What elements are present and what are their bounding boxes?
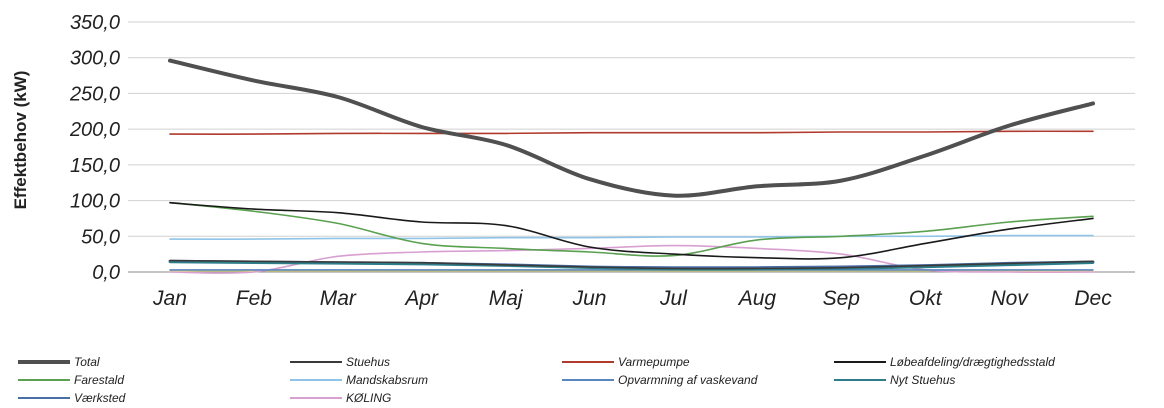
legend-label: Varmepumpe [618, 355, 690, 369]
y-tick-label: 100,0 [70, 191, 120, 213]
legend: Total Stuehus Varmepumpe Løbeafdeling/drægt… [18, 355, 1055, 405]
legend-label: Stuehus [346, 355, 390, 369]
legend-label: Nyt Stuehus [890, 373, 955, 387]
x-tick-label: Maj [489, 287, 524, 310]
x-tick-label: Dec [1074, 287, 1112, 310]
x-tick-label: Nov [990, 287, 1029, 310]
series-line-2 [169, 130, 1094, 135]
y-axis-ticks: 0,0 50,0 100,0 150,0 200,0 250,0 300,0 350,0 [69, 12, 120, 284]
legend-label: Mandskabsrum [346, 373, 428, 387]
gridlines [128, 21, 1135, 273]
x-tick-label: Jan [152, 287, 187, 310]
series-line-4 [169, 201, 1094, 257]
x-tick-label: Jun [572, 287, 607, 310]
series-lines [168, 58, 1095, 274]
y-tick-label: 350,0 [70, 12, 120, 34]
legend-label: Løbeafdeling/drægtighedsstald [890, 355, 1055, 369]
series-line-1 [169, 259, 1094, 270]
y-tick-label: 0,0 [92, 262, 120, 284]
legend-label: Værksted [74, 391, 126, 405]
series-line-3 [169, 201, 1094, 260]
x-tick-label: Okt [909, 287, 943, 310]
series-line-0 [168, 58, 1095, 198]
x-tick-label: Feb [236, 287, 273, 310]
series-line-5 [169, 234, 1094, 240]
x-tick-label: Apr [403, 287, 439, 310]
x-axis-ticks: Jan Feb Mar Apr Maj Jun Jul Aug Sep Okt Nov Dec [152, 287, 1112, 310]
x-tick-label: Aug [737, 287, 777, 310]
y-tick-label: 250,0 [69, 83, 120, 105]
legend-label: Total [74, 355, 100, 369]
legend-label: KØLING [346, 391, 391, 405]
y-axis-label: Effektbehov (kW) [11, 71, 30, 210]
x-tick-label: Sep [823, 287, 860, 310]
legend-label: Farestald [74, 373, 124, 387]
y-tick-label: 200,0 [69, 119, 120, 141]
legend-label: Opvarmning af vaskevand [618, 373, 758, 387]
y-tick-label: 300,0 [70, 48, 120, 70]
y-tick-label: 150,0 [70, 155, 120, 177]
x-tick-label: Mar [320, 287, 357, 310]
x-tick-label: Jul [659, 287, 688, 310]
y-tick-label: 50,0 [81, 226, 120, 248]
